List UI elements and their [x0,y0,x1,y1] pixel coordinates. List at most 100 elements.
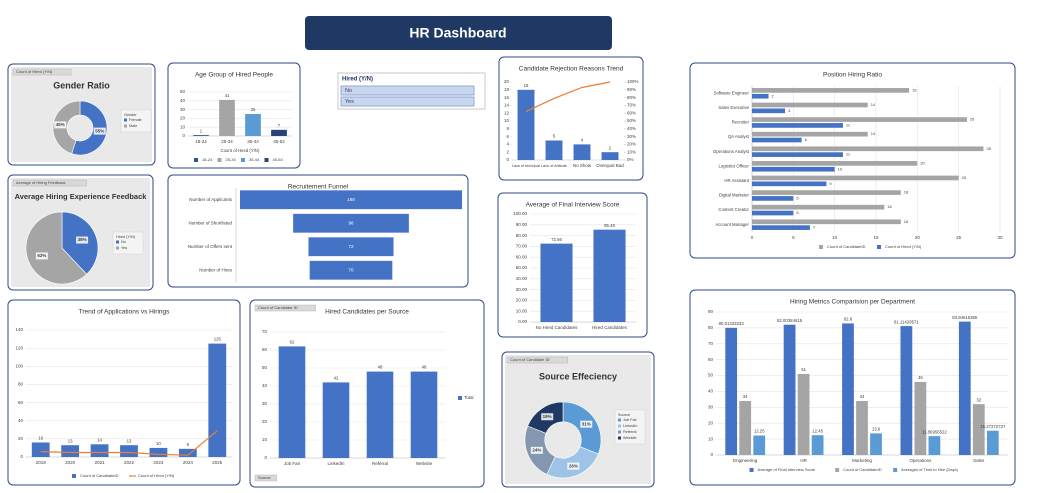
data-label: 14 [97,437,102,442]
data-label: 11.86956522 [922,429,947,434]
y-tick-label: 80 [18,382,24,387]
y-tick-label: 0 [506,157,509,162]
data-label: 81.11428571 [894,319,919,324]
x-tick-label: 2020 [65,460,76,465]
y-tick-label: 70 [262,329,268,334]
y2-tick-label: 30% [627,134,636,139]
bar [753,435,766,455]
y-tick-label: 30 [262,401,268,406]
bar [752,93,769,99]
bar [322,382,350,458]
x-tick-label: 15 [873,235,879,240]
y-tick-label: 50 [180,89,186,94]
bar [245,114,261,136]
bar [752,117,967,122]
field-button [12,68,72,76]
bar [752,204,885,210]
data-label-box [54,121,67,129]
data-label: 19% [543,414,552,419]
x-tick-label: 2025 [212,460,223,465]
data-label: 14 [871,102,876,107]
funnel-bar [309,260,393,280]
bar [178,448,197,457]
bar [752,210,794,216]
bar [31,442,50,457]
data-label: 18 [904,219,909,224]
data-label: 25 [251,107,256,112]
bar [856,400,868,455]
data-label: 20 [920,160,925,165]
y-tick-label: 60 [18,400,24,405]
y-tick-label: 10 [180,124,186,129]
data-label: 5 [796,210,799,215]
y-tick-label: 140 [15,327,23,332]
chart-title: Source Effeciency [539,371,617,381]
data-label: 19 [912,87,917,92]
y-tick-label: 40 [180,98,186,103]
x-tick-label: 25 [956,235,962,240]
data-label-box [530,446,543,454]
bar [545,140,563,160]
slicer-item[interactable] [340,85,475,96]
y2-tick-label: 60% [627,110,636,115]
y-tick-label: 0 [264,455,267,460]
y-tick-label: HR Assistant [724,178,749,183]
y-tick-label: 10 [504,118,510,123]
slicer: Hired (Y/N) No Yes [337,72,486,110]
legend-label: 35-44 [249,157,260,162]
data-label: 14 [871,131,876,136]
slicer-item[interactable] [340,96,475,107]
y-tick-label: 50 [262,365,268,370]
legend-swatch [241,158,245,162]
bar [208,343,227,457]
y-tick-label: 6 [506,134,509,139]
chart-title: Hiring Metrics Comparision per Departmen… [790,299,915,306]
y2-tick-label: 20% [627,142,636,147]
legend-label: Average of Final Interview Score [758,467,817,472]
bar [366,371,394,458]
data-label: 28 [986,146,991,151]
x-tick-label: 20 [915,235,921,240]
data-label: 98 [348,220,354,225]
y-tick-label: 10 [708,436,714,441]
y-tick-label: 100 [15,363,23,368]
data-label: 16 [887,204,892,209]
legend-swatch [749,468,754,472]
dashboard-title: HR Dashboard [409,25,506,41]
x-tick-label: 2019 [36,460,47,465]
data-label: 46 [918,375,923,380]
y-tick-label: Operations Analyst [713,149,750,154]
legend-label: No [121,240,126,244]
field-button-label: Count of Hired (Y/N) [16,69,53,74]
data-label: 25 [962,175,967,180]
bar [752,219,901,225]
data-label: 51 [801,367,806,372]
pie-slice [71,100,108,156]
data-label: 80.01333333 [719,321,745,326]
legend-swatch [835,468,840,472]
bar [752,102,868,108]
data-label: 18 [904,190,909,195]
data-label: 9 [187,442,190,447]
bar [90,444,109,457]
bar [797,373,810,455]
data-label: 42 [334,376,339,381]
bar [120,445,138,457]
y-tick-label: 60 [708,357,714,362]
y-tick-label: 60.00 [516,254,528,259]
data-label: 6 [805,137,808,142]
data-label-box [76,236,89,244]
y-tick-label: 30.00 [516,287,528,292]
data-label: 48 [378,365,383,370]
x-tick-label: No Show [573,163,592,168]
legend-swatch [877,245,881,249]
legend-label: Male [129,124,137,128]
x-tick-label: Referral [372,461,388,466]
bar [914,381,927,455]
y-tick-label: 0 [182,133,185,138]
y-tick-label: 40 [708,389,714,394]
field-button-label: Count of Candidate ID [258,305,298,310]
legend-label: Total [464,395,474,400]
